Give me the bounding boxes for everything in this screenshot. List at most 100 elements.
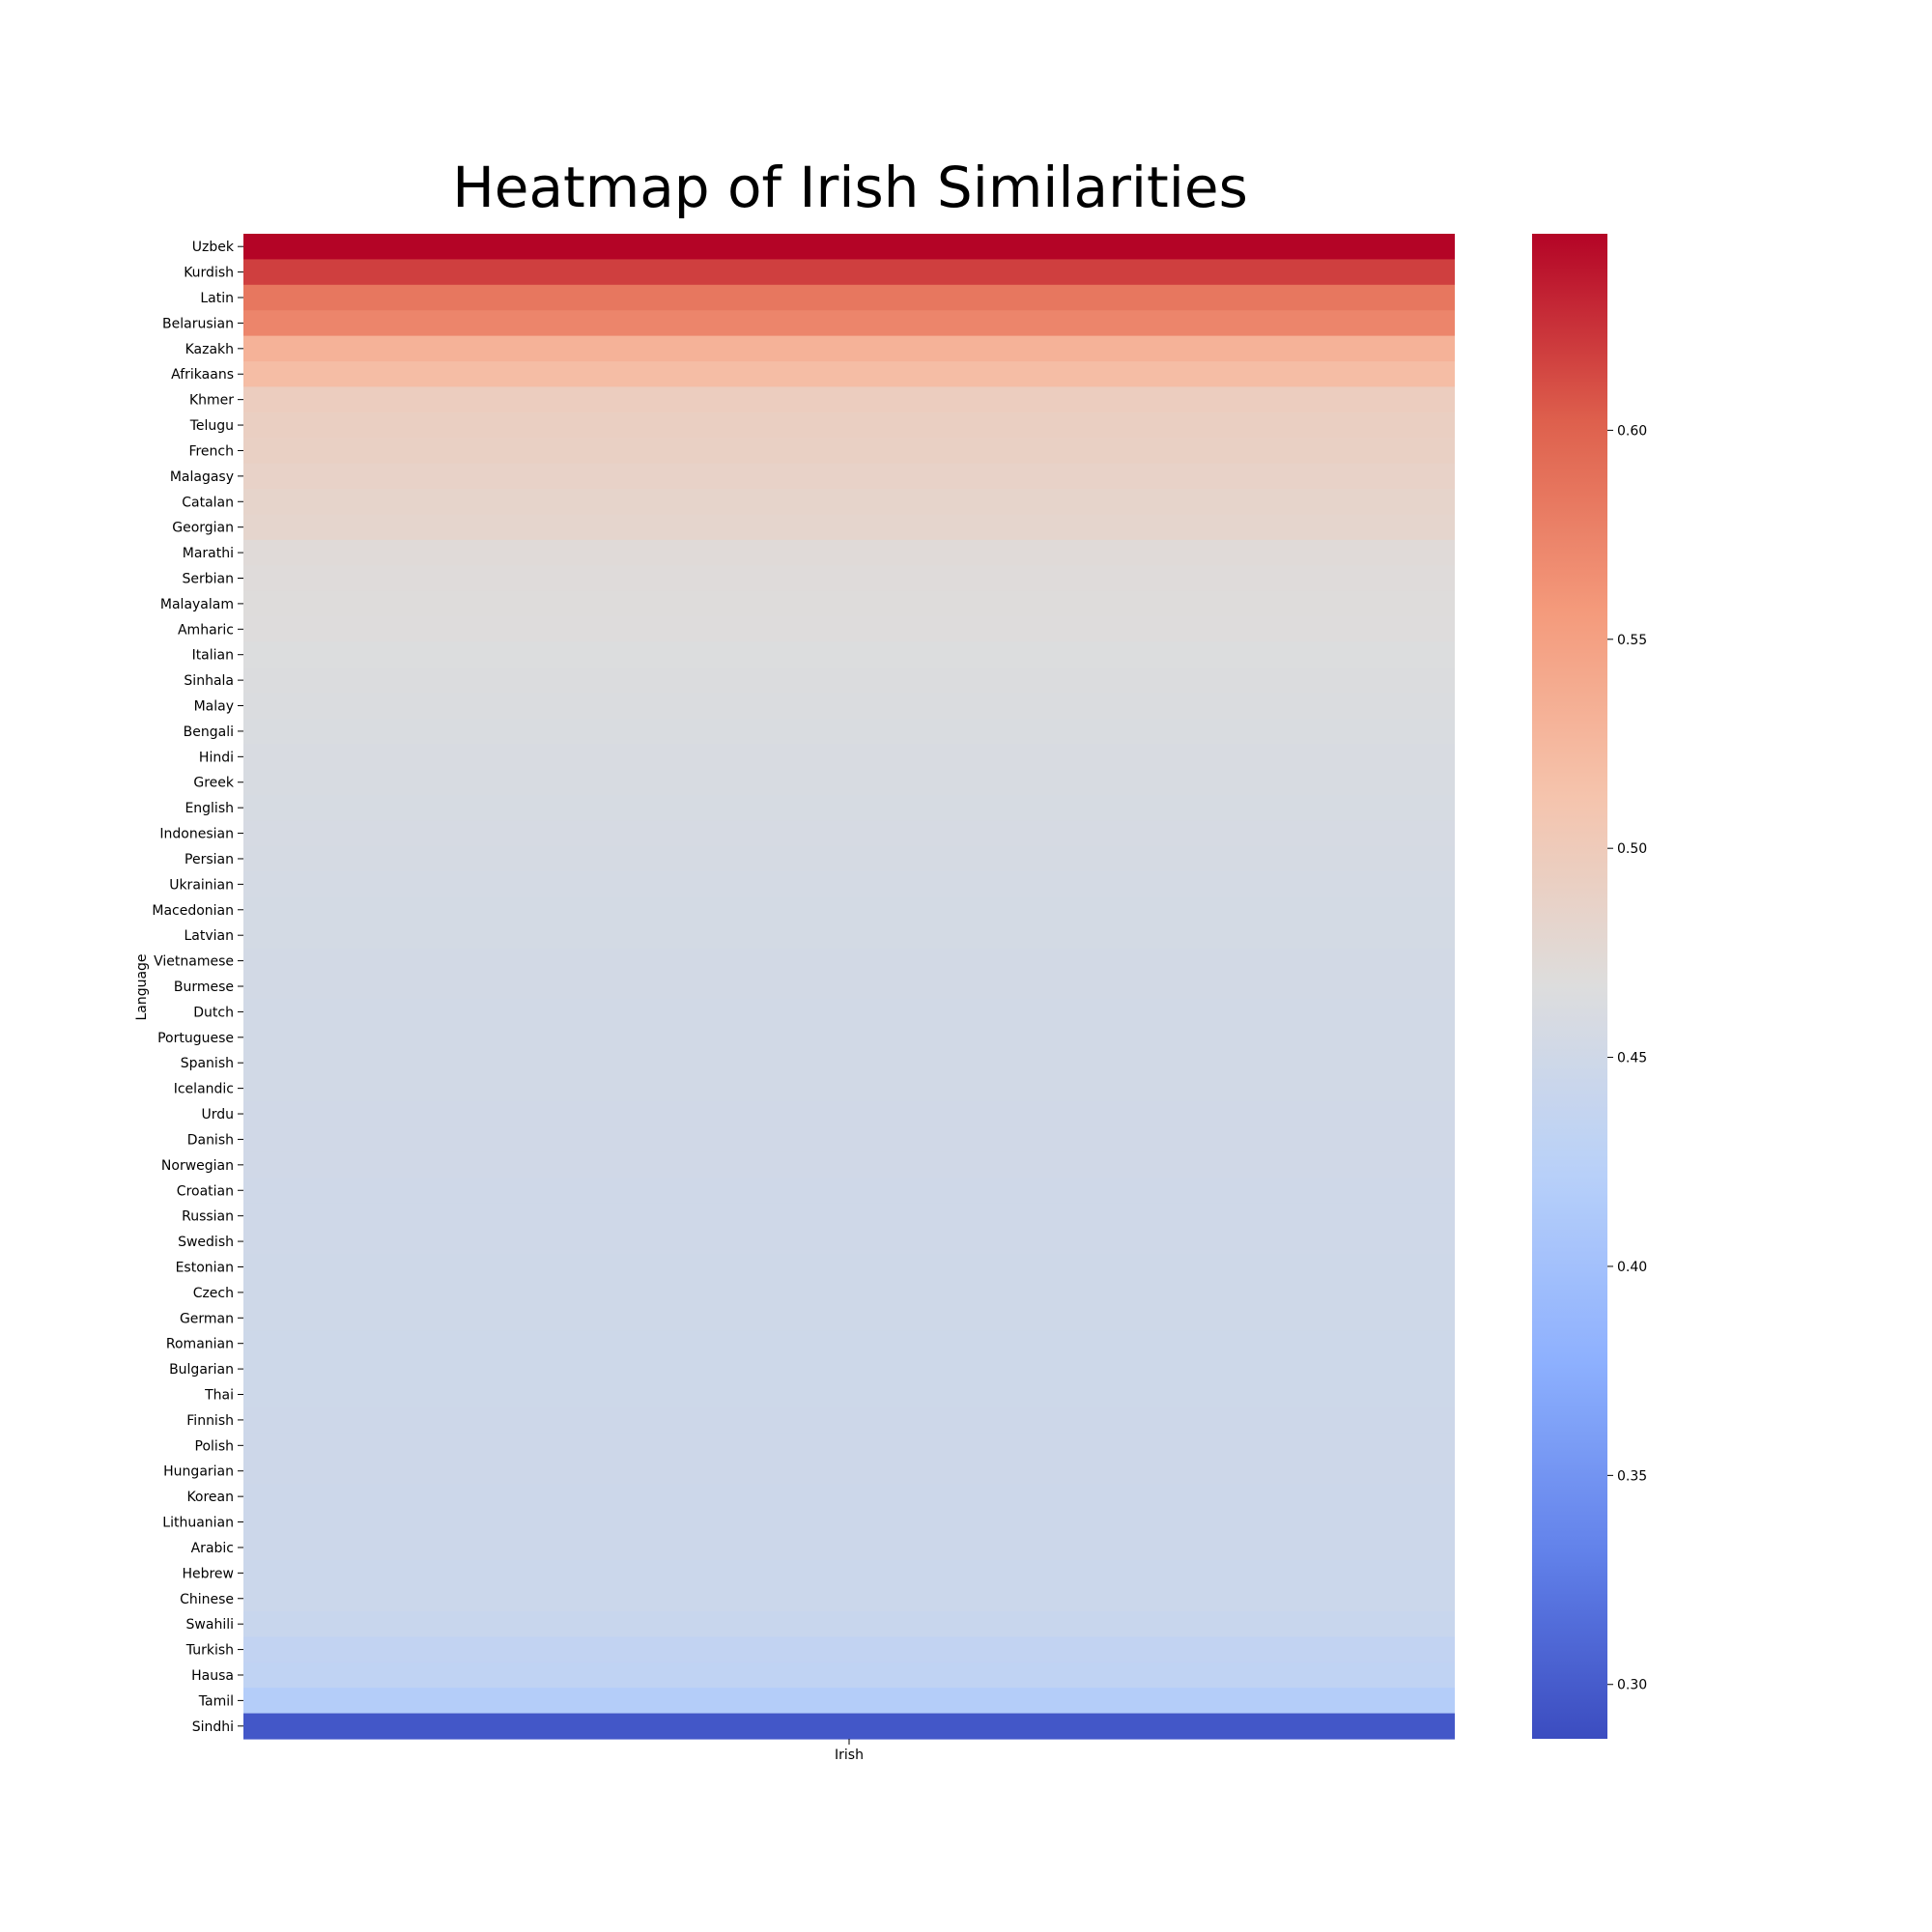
y-tick-label: Marathi (183, 546, 234, 561)
y-tick-label: Hebrew (182, 1566, 234, 1581)
heatmap-cell (243, 718, 1455, 745)
y-tick-label: Icelandic (174, 1082, 234, 1097)
heatmap-cell (243, 310, 1455, 337)
y-tick-label: Romanian (166, 1337, 234, 1352)
heatmap-cell (243, 845, 1455, 872)
y-tick-label: Kurdish (184, 266, 234, 281)
heatmap-cell (243, 1228, 1455, 1255)
colorbar-tick-label: 0.55 (1617, 633, 1647, 648)
heatmap-cell (243, 1151, 1455, 1179)
y-tick-label: Korean (186, 1490, 234, 1505)
heatmap-cell (243, 514, 1455, 541)
heatmap-cell (243, 1560, 1455, 1587)
heatmap-cell (243, 259, 1455, 286)
y-tick-label: Italian (192, 648, 234, 664)
y-tick-label: Swahili (186, 1617, 234, 1633)
y-tick-label: Urdu (201, 1107, 234, 1122)
y-tick-label: Bengali (184, 724, 234, 740)
heatmap-cell (243, 922, 1455, 949)
y-tick-label: Russian (182, 1209, 234, 1225)
y-tick-label: Thai (204, 1388, 234, 1404)
y-tick-label: Spanish (181, 1056, 234, 1071)
y-tick-label: Polish (195, 1438, 234, 1454)
heatmap-cell (243, 896, 1455, 923)
x-tick-label: Irish (835, 1747, 864, 1763)
y-tick-label: French (188, 443, 234, 459)
heatmap-cell (243, 1585, 1455, 1612)
heatmap-cell (243, 1254, 1455, 1281)
heatmap-cell (243, 1330, 1455, 1357)
y-tick-labels: Uzbek Kurdish Latin Belarusian Kazakh Afrikaa… (152, 240, 243, 1735)
y-tick-label: Khmer (189, 393, 234, 409)
heatmap-cell (243, 565, 1455, 592)
y-tick-label: Belarusian (162, 316, 234, 331)
y-tick-label: Chinese (180, 1592, 234, 1607)
y-tick-label: Norwegian (161, 1158, 234, 1174)
y-tick-label: Latin (200, 291, 234, 306)
heatmap-cell (243, 1458, 1455, 1485)
y-tick-label: Malay (194, 699, 234, 715)
y-tick-label: Latvian (185, 928, 235, 944)
y-tick-label: Hausa (191, 1668, 234, 1684)
heatmap-cell (243, 1688, 1455, 1715)
heatmap-cell (243, 284, 1455, 311)
heatmap-cell (243, 693, 1455, 720)
y-tick-label: Arabic (191, 1541, 234, 1556)
colorbar-tick-label: 0.45 (1617, 1051, 1647, 1066)
heatmap-cell (243, 973, 1455, 1000)
heatmap-cell (243, 1662, 1455, 1689)
heatmap-cell (243, 1126, 1455, 1153)
heatmap-cell (243, 1100, 1455, 1127)
y-tick-label: Afrikaans (171, 367, 234, 383)
heatmap-cell (243, 1178, 1455, 1205)
y-tick-label: Catalan (182, 495, 234, 510)
y-tick-label: Amharic (178, 622, 234, 638)
heatmap-cell (243, 1381, 1455, 1408)
colorbar-gradient (1532, 234, 1607, 1739)
heatmap-cell (243, 489, 1455, 516)
heatmap-cell (243, 769, 1455, 796)
y-tick-label: German (180, 1311, 234, 1326)
colorbar: 0.30 0.35 0.40 0.45 0.50 0.55 0.60 (1532, 234, 1647, 1739)
heatmap-cell (243, 616, 1455, 643)
y-tick-label: Vietnamese (154, 954, 234, 970)
colorbar-tick-label: 0.50 (1617, 841, 1647, 857)
heatmap-cell (243, 1279, 1455, 1306)
y-tick-label: Macedonian (152, 903, 234, 919)
heatmap-cells (243, 234, 1455, 1740)
heatmap-cell (243, 412, 1455, 439)
y-tick-label: Ukrainian (169, 877, 234, 893)
y-tick-label: Croatian (177, 1183, 234, 1199)
y-tick-label: Hindi (199, 750, 234, 765)
heatmap-cell (243, 1355, 1455, 1382)
y-tick-label: Greek (193, 776, 235, 791)
y-tick-label: Telugu (189, 418, 234, 434)
y-axis-label: Language (134, 953, 150, 1020)
heatmap-cell (243, 1024, 1455, 1051)
y-tick-label: Sinhala (184, 673, 234, 689)
heatmap-cell (243, 1050, 1455, 1077)
y-tick-label: Uzbek (192, 240, 235, 255)
heatmap-cell (243, 1075, 1455, 1102)
y-tick-label: Swedish (178, 1235, 234, 1250)
y-tick-label: Danish (187, 1132, 234, 1148)
heatmap-cell (243, 361, 1455, 388)
heatmap-cell (243, 744, 1455, 771)
y-tick-label: Malagasy (170, 469, 234, 485)
y-tick-label: Dutch (193, 1005, 234, 1020)
colorbar-tick-label: 0.40 (1617, 1260, 1647, 1275)
heatmap-cell (243, 539, 1455, 566)
heatmap-cell (243, 386, 1455, 413)
y-tick-label: Tamil (198, 1693, 234, 1709)
heatmap-cell (243, 1610, 1455, 1637)
y-tick-label: Portuguese (157, 1031, 234, 1046)
heatmap-cell (243, 999, 1455, 1026)
y-tick-label: Czech (193, 1286, 234, 1301)
heatmap-cell (243, 438, 1455, 465)
y-tick-label: Finnish (186, 1413, 234, 1429)
heatmap-cell (243, 820, 1455, 847)
y-tick-label: Lithuanian (162, 1516, 234, 1531)
colorbar-tick-label: 0.35 (1617, 1468, 1647, 1484)
heatmap-cell (243, 1203, 1455, 1230)
